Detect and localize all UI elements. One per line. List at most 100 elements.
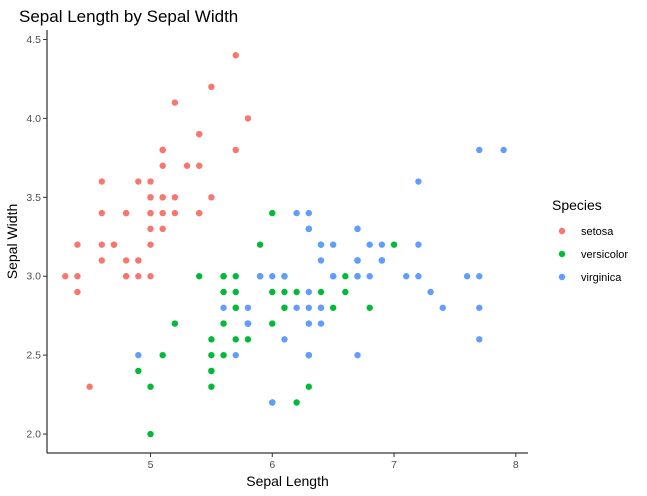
data-point-versicolor: [305, 383, 313, 390]
y-axis-ticks: 2.0 2.5 3.0 3.5 4.0 4.5: [26, 34, 47, 441]
legend-key-setosa: [558, 227, 566, 235]
data-point-versicolor: [269, 209, 276, 217]
data-point-setosa: [196, 130, 203, 138]
data-point-virginica: [317, 320, 325, 327]
data-point-virginica: [305, 225, 313, 233]
data-point-versicolor: [232, 336, 239, 343]
data-point-versicolor: [269, 288, 276, 296]
data-point-virginica: [366, 241, 373, 248]
data-point-virginica: [476, 336, 483, 343]
legend-title: Species: [552, 197, 602, 213]
data-point-virginica: [500, 146, 507, 154]
x-axis-ticks: 5 6 7 8: [148, 453, 519, 471]
y-axis-title: Sepal Width: [4, 204, 20, 279]
data-point-virginica: [354, 225, 361, 233]
data-point-versicolor: [329, 304, 337, 311]
data-point-setosa: [159, 162, 166, 169]
data-point-virginica: [476, 304, 483, 311]
data-point-setosa: [244, 115, 252, 122]
data-point-virginica: [281, 336, 288, 343]
data-point-setosa: [135, 273, 142, 280]
data-point-versicolor: [220, 351, 227, 359]
data-point-virginica: [232, 351, 239, 359]
data-point-virginica: [378, 257, 386, 264]
y-tick-label: 2.0: [26, 429, 41, 441]
data-point-setosa: [74, 241, 81, 248]
data-point-setosa: [98, 209, 105, 217]
legend: Species setosa versicolor virginica: [552, 197, 628, 284]
x-tick-label: 7: [391, 459, 397, 471]
data-point-versicolor: [196, 273, 203, 280]
data-point-virginica: [427, 288, 434, 296]
data-point-virginica: [305, 351, 313, 359]
data-point-versicolor: [317, 288, 325, 296]
legend-label-virginica: virginica: [581, 272, 622, 284]
data-point-virginica: [354, 273, 361, 280]
data-point-setosa: [147, 178, 154, 185]
data-point-setosa: [159, 146, 166, 154]
data-point-versicolor: [232, 273, 239, 280]
y-tick-label: 3.0: [26, 271, 41, 283]
data-point-virginica: [354, 351, 361, 359]
data-point-virginica: [329, 273, 337, 280]
data-point-versicolor: [147, 383, 154, 390]
data-point-setosa: [122, 209, 130, 217]
data-point-setosa: [147, 194, 154, 201]
data-point-versicolor: [281, 288, 288, 296]
data-point-versicolor: [244, 336, 252, 343]
data-point-virginica: [293, 209, 300, 217]
data-point-versicolor: [366, 304, 373, 311]
data-point-setosa: [196, 162, 203, 169]
data-point-virginica: [366, 273, 373, 280]
data-point-virginica: [439, 304, 446, 311]
data-point-versicolor: [293, 288, 300, 296]
data-point-setosa: [110, 241, 118, 248]
data-point-virginica: [244, 304, 252, 311]
data-point-virginica: [305, 209, 313, 217]
x-tick-label: 6: [269, 459, 275, 471]
data-point-setosa: [74, 288, 81, 296]
data-point-virginica: [305, 320, 313, 327]
data-point-virginica: [293, 304, 300, 311]
data-point-setosa: [159, 194, 166, 201]
x-tick-label: 5: [148, 459, 154, 471]
data-point-virginica: [415, 273, 422, 280]
data-point-versicolor: [342, 288, 349, 296]
y-tick-label: 4.5: [26, 34, 41, 46]
data-point-setosa: [135, 257, 142, 264]
data-point-versicolor: [147, 430, 154, 438]
data-point-setosa: [147, 209, 154, 217]
data-point-setosa: [171, 194, 179, 201]
data-point-versicolor: [208, 367, 215, 375]
data-point-setosa: [232, 146, 239, 154]
data-point-setosa: [98, 241, 105, 248]
data-point-setosa: [183, 162, 191, 169]
legend-items: setosa versicolor virginica: [558, 226, 628, 284]
data-point-versicolor: [220, 320, 227, 327]
data-point-setosa: [122, 273, 130, 280]
data-point-versicolor: [269, 320, 276, 327]
data-point-versicolor: [293, 399, 300, 406]
legend-key-versicolor: [558, 250, 566, 258]
data-point-virginica: [476, 146, 483, 154]
data-point-virginica: [135, 351, 142, 359]
data-point-virginica: [317, 304, 325, 311]
chart-title: Sepal Length by Sepal Width: [19, 7, 238, 26]
data-point-versicolor: [220, 288, 227, 296]
legend-label-setosa: setosa: [581, 226, 614, 238]
data-point-versicolor: [135, 367, 142, 375]
data-point-versicolor: [281, 304, 288, 311]
data-point-versicolor: [256, 241, 264, 248]
data-point-virginica: [244, 320, 252, 327]
plot-area: 5 6 7 8 2.0 2.5 3.0 3.5 4.0 4.5: [26, 30, 528, 471]
legend-key-virginica: [558, 273, 566, 281]
data-point-virginica: [476, 273, 483, 280]
data-point-virginica: [354, 257, 361, 264]
data-point-virginica: [256, 273, 264, 280]
data-point-virginica: [269, 273, 276, 280]
data-point-versicolor: [208, 383, 215, 390]
data-point-virginica: [415, 241, 422, 248]
data-point-versicolor: [232, 304, 239, 311]
data-point-setosa: [208, 83, 215, 91]
data-point-virginica: [305, 288, 313, 296]
